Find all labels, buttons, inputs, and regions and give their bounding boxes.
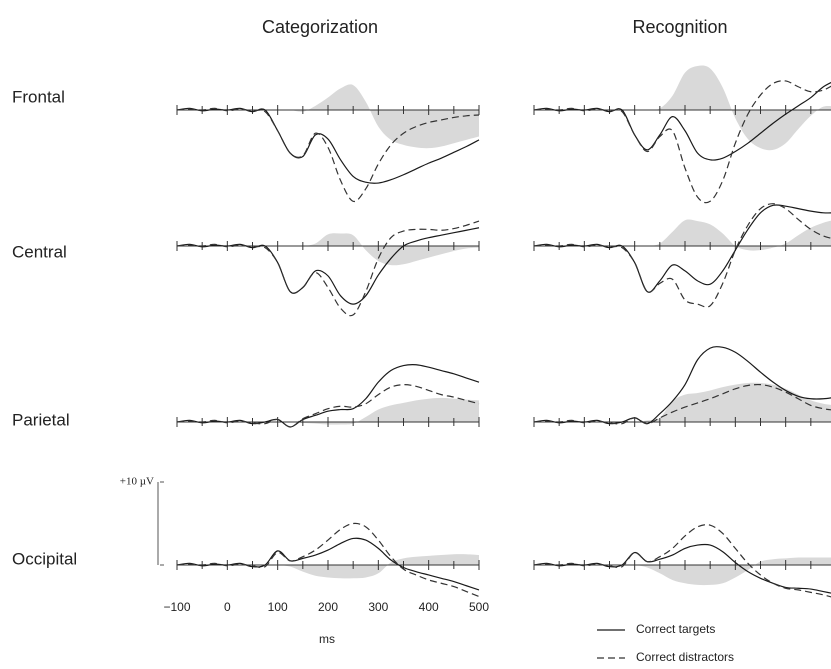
difference-area [177,84,479,149]
erp-line [533,204,831,293]
erp-line [533,346,831,425]
x-tick-label: 400 [419,600,439,614]
erp-line [533,524,831,598]
legend-label: Correct targets [636,622,715,636]
erp-line [176,384,480,428]
column-title: Categorization [262,17,378,37]
erp-line [533,80,831,204]
erp-line [176,220,480,317]
erp-line [533,383,831,425]
x-tick-label: 100 [268,600,288,614]
erp-line [176,364,480,428]
erp-line [533,543,831,594]
difference-area [177,397,479,425]
erp-line [176,107,480,203]
erp-line [533,203,831,308]
legend-label: Correct distractors [636,650,734,664]
x-tick-label: −100 [163,600,190,614]
erp-line [176,522,480,598]
erp-line [533,81,831,161]
difference-area [177,233,479,266]
x-tick-label: 500 [469,600,489,614]
x-tick-label: 300 [368,600,388,614]
row-label: Frontal [12,87,65,106]
difference-area [534,382,831,423]
difference-area [534,65,831,151]
erp-line [176,107,480,184]
row-label: Parietal [12,410,70,429]
row-label: Occipital [12,549,77,568]
x-tick-label: 200 [318,600,338,614]
erp-line [176,227,480,305]
erp-line [176,537,480,591]
difference-area [534,557,831,586]
row-label: Central [12,242,67,261]
difference-area [534,219,831,251]
column-title: Recognition [632,17,727,37]
scale-bar-label: +10 µV [120,476,154,488]
x-tick-label: 0 [224,600,231,614]
x-axis-label: ms [319,632,335,646]
